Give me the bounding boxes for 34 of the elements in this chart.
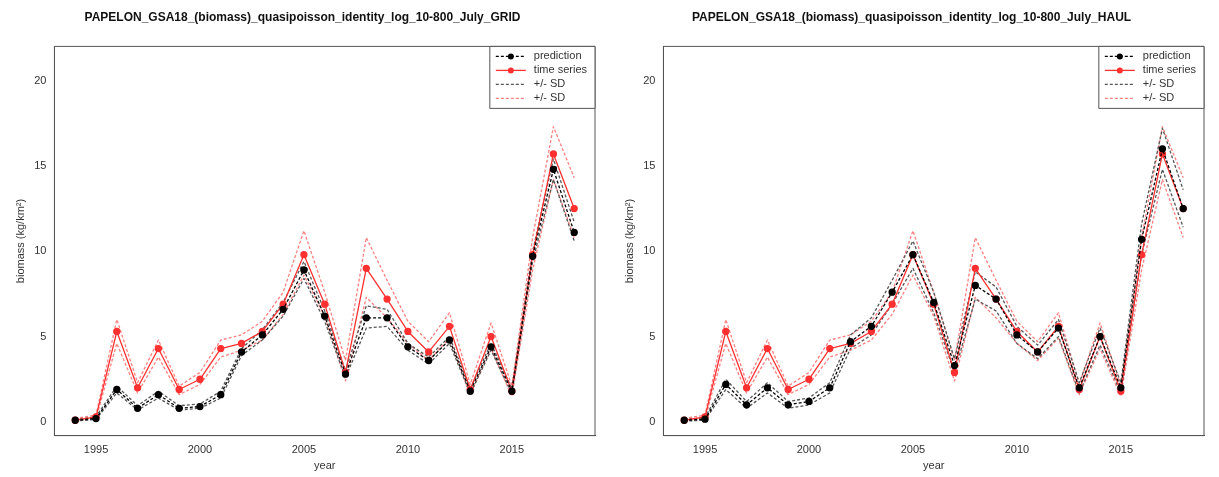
legend-label: +/- SD: [533, 91, 566, 104]
x-axis-title: year: [314, 459, 336, 472]
chart-title: PAPELON_GSA18_(biomass)_quasipoisson_identity_log_10-800_July_GRID: [84, 9, 521, 24]
y-tick-label: 10: [34, 244, 47, 257]
chart-title: PAPELON_GSA18_(biomass)_quasipoisson_identity_log_10-800_July_HAUL: [691, 9, 1132, 24]
legend-label: +/- SD: [1142, 77, 1175, 90]
legend-label: time series: [1142, 63, 1197, 76]
y-tick-label: 20: [643, 73, 656, 86]
y-tick-label: 5: [40, 329, 47, 342]
y-tick-label: 10: [643, 244, 656, 257]
legend-label: time series: [533, 63, 588, 76]
x-tick-label: 2000: [796, 443, 822, 456]
x-tick-label: 2010: [395, 443, 421, 456]
x-tick-label: 2015: [1108, 443, 1134, 456]
x-tick-label: 1995: [83, 443, 109, 456]
x-tick-label: 2005: [900, 443, 926, 456]
y-tick-label: 20: [34, 73, 47, 86]
y-axis-title: biomass (kg/km²): [13, 198, 26, 284]
legend-label: prediction: [1142, 49, 1191, 62]
y-tick-label: 15: [34, 158, 47, 171]
y-axis-title: biomass (kg/km²): [622, 198, 635, 284]
y-tick-label: 0: [40, 414, 47, 427]
x-tick-label: 2015: [499, 443, 525, 456]
x-axis-title: year: [923, 459, 945, 472]
y-tick-label: 5: [649, 329, 656, 342]
legend-label: +/- SD: [533, 77, 566, 90]
y-tick-label: 0: [649, 414, 656, 427]
y-tick-label: 15: [643, 158, 656, 171]
x-tick-label: 2005: [291, 443, 317, 456]
legend-label: +/- SD: [1142, 91, 1175, 104]
x-tick-label: 2000: [187, 443, 213, 456]
legend-label: prediction: [533, 49, 582, 62]
x-tick-label: 1995: [692, 443, 718, 456]
x-tick-label: 2010: [1004, 443, 1030, 456]
